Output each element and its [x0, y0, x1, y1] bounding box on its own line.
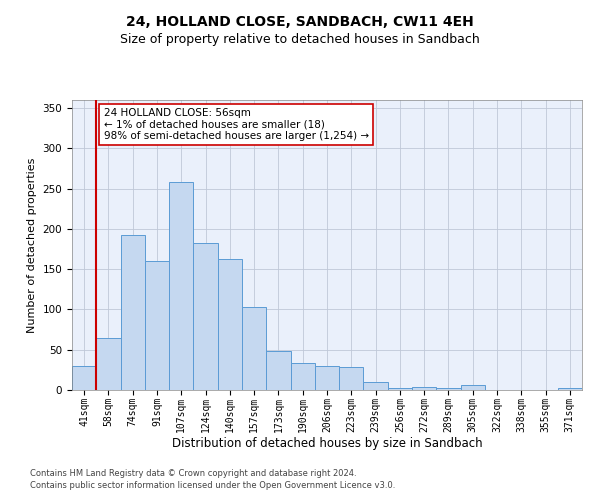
Bar — [436, 388, 461, 390]
Bar — [315, 366, 339, 390]
Bar — [96, 338, 121, 390]
Bar — [290, 364, 315, 390]
Bar — [72, 366, 96, 390]
Bar — [218, 258, 242, 390]
X-axis label: Distribution of detached houses by size in Sandbach: Distribution of detached houses by size … — [172, 437, 482, 450]
Bar — [461, 385, 485, 390]
Bar — [121, 234, 145, 390]
Bar — [145, 261, 169, 390]
Bar — [193, 242, 218, 390]
Bar — [412, 387, 436, 390]
Text: 24, HOLLAND CLOSE, SANDBACH, CW11 4EH: 24, HOLLAND CLOSE, SANDBACH, CW11 4EH — [126, 15, 474, 29]
Bar — [339, 366, 364, 390]
Bar — [266, 350, 290, 390]
Bar — [242, 307, 266, 390]
Text: Contains HM Land Registry data © Crown copyright and database right 2024.: Contains HM Land Registry data © Crown c… — [30, 468, 356, 477]
Text: 24 HOLLAND CLOSE: 56sqm
← 1% of detached houses are smaller (18)
98% of semi-det: 24 HOLLAND CLOSE: 56sqm ← 1% of detached… — [104, 108, 368, 142]
Text: Contains public sector information licensed under the Open Government Licence v3: Contains public sector information licen… — [30, 481, 395, 490]
Bar — [169, 182, 193, 390]
Bar — [388, 388, 412, 390]
Bar — [364, 382, 388, 390]
Text: Size of property relative to detached houses in Sandbach: Size of property relative to detached ho… — [120, 32, 480, 46]
Bar — [558, 388, 582, 390]
Y-axis label: Number of detached properties: Number of detached properties — [27, 158, 37, 332]
